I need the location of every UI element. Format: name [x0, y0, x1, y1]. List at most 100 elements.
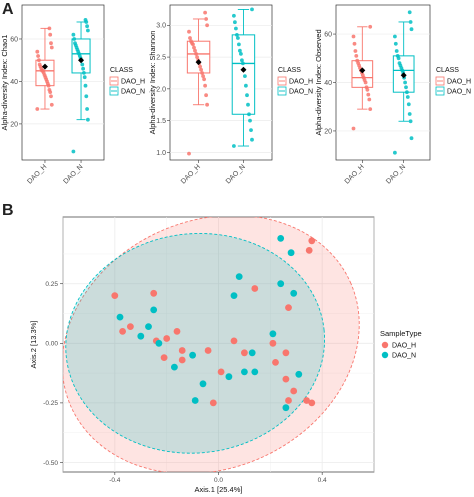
mean-marker	[359, 67, 366, 74]
data-point	[241, 61, 245, 66]
scatter-point	[251, 368, 259, 376]
scatter-point	[191, 397, 199, 404]
data-point	[249, 128, 253, 133]
scatter-point	[163, 335, 171, 342]
data-point	[250, 137, 254, 142]
legend: SampleType DAO_H DAO_N	[380, 329, 422, 360]
data-point	[250, 7, 254, 12]
legend-label: DAO_H	[447, 79, 471, 86]
data-point	[48, 32, 53, 37]
scatter-point	[248, 349, 256, 357]
data-point	[49, 102, 54, 107]
legend-label: DAO_N	[447, 89, 471, 96]
data-point	[407, 10, 412, 15]
data-point	[194, 52, 199, 56]
data-point	[85, 107, 89, 111]
x-tick-label: DAO_N	[62, 163, 84, 185]
data-point	[397, 61, 402, 65]
x-tick-label: 0.0	[214, 477, 223, 484]
scatter-point	[308, 399, 316, 407]
legend-label: DAO_H	[392, 343, 416, 350]
scatter-point	[251, 285, 259, 292]
y-tick-label: 1.0	[156, 150, 166, 157]
scatter-point	[282, 375, 290, 383]
legend-label: DAO_N	[392, 353, 416, 360]
data-point	[81, 66, 85, 71]
data-point	[198, 64, 203, 69]
data-point	[84, 94, 89, 99]
mean-marker	[195, 59, 202, 66]
data-point	[351, 34, 356, 39]
legend-key	[381, 351, 389, 359]
scatter-point	[178, 356, 186, 364]
x-tick-label: DAO_H	[344, 163, 366, 185]
data-point	[86, 117, 90, 122]
legend-label: DAO_N	[289, 89, 313, 96]
data-point	[240, 58, 244, 63]
data-point	[49, 41, 53, 46]
scatter-point	[171, 363, 178, 371]
data-point	[234, 26, 238, 31]
scatter-point	[308, 237, 316, 245]
boxplot-chart-1: 20 40 60 DAO_H DAO_N Alpha-diversity Index: C…	[0, 4, 145, 185]
data-point	[82, 71, 86, 75]
panel-label-b: B	[2, 202, 14, 219]
y-tick-label: 3.0	[156, 23, 166, 30]
data-point	[239, 52, 243, 56]
scatter-point	[189, 351, 197, 359]
data-point	[201, 74, 206, 78]
data-point	[187, 29, 191, 34]
y-axis-title: Alpha-diversity Index: Chao1	[0, 35, 9, 131]
scatter-point	[282, 349, 290, 357]
scatter-point	[217, 368, 225, 376]
scatter-point	[269, 330, 277, 338]
y-tick-label: -0.50	[43, 460, 58, 467]
scatter-point	[111, 292, 119, 299]
data-point	[204, 17, 209, 21]
y-tick-label: 20	[10, 121, 18, 128]
scatter-point	[204, 347, 212, 354]
data-point	[36, 54, 40, 58]
mean-marker	[240, 66, 247, 73]
data-point	[47, 88, 52, 92]
scatter-point	[272, 359, 279, 366]
scatter-point	[150, 306, 158, 314]
data-point	[233, 20, 237, 25]
data-point	[204, 93, 209, 98]
data-point	[85, 24, 89, 29]
data-point	[406, 102, 411, 107]
legend-title: CLASS	[278, 67, 301, 74]
data-point	[205, 23, 210, 28]
data-point	[409, 136, 414, 141]
data-point	[355, 58, 360, 63]
legend-title: CLASS	[110, 67, 133, 74]
scatter-point	[209, 399, 217, 407]
scatter-point	[199, 380, 207, 388]
panel-label-a: A	[2, 1, 14, 18]
confidence-ellipse	[65, 232, 326, 454]
data-point	[403, 80, 407, 85]
y-tick-label: -0.25	[43, 400, 58, 407]
scatter-point	[241, 349, 248, 357]
data-point	[192, 45, 196, 50]
scatter-point	[290, 289, 298, 297]
data-point	[73, 41, 77, 46]
scatter-point	[290, 387, 298, 395]
scatter-point	[116, 313, 124, 321]
legend: CLASS DAO_H DAO_N	[277, 67, 313, 96]
data-point	[37, 58, 41, 63]
data-point	[353, 49, 358, 53]
data-point	[394, 49, 399, 53]
y-axis-title: Alpha-diversity Index: Shannon	[148, 31, 157, 135]
data-point	[49, 94, 53, 99]
scatter-point	[305, 247, 313, 254]
data-point	[244, 83, 248, 88]
scatter-point	[303, 397, 310, 404]
scatter-point	[160, 354, 168, 361]
plot-panel	[21, 4, 105, 161]
data-point	[407, 112, 412, 116]
data-point	[405, 95, 410, 99]
data-point	[49, 45, 54, 50]
scatter-point	[287, 249, 295, 257]
